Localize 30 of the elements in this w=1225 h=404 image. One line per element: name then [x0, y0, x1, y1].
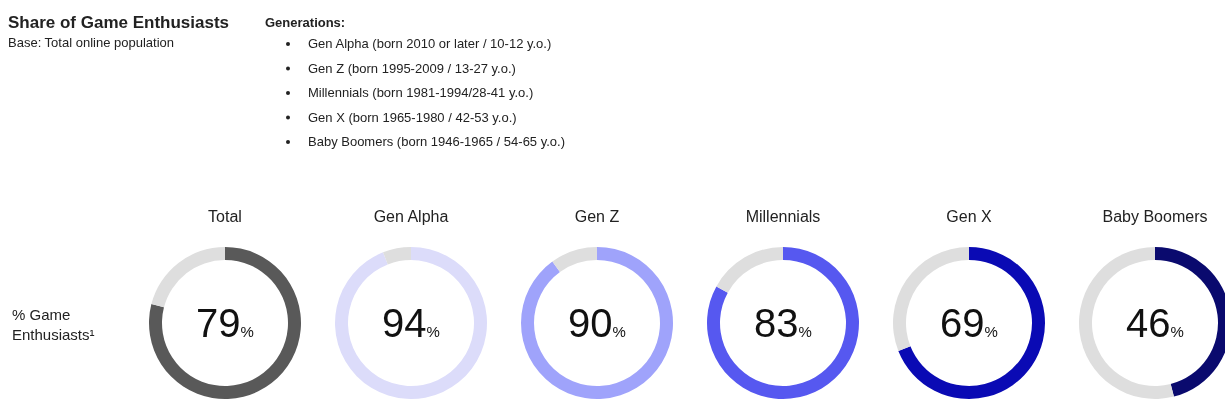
donut-slice — [707, 247, 859, 399]
donut-slice — [898, 247, 1045, 399]
text: 94% — [382, 301, 440, 345]
donut-slice — [383, 247, 411, 265]
donut-slice — [151, 247, 225, 308]
donut-slice — [149, 247, 301, 399]
text: 83% — [754, 301, 812, 345]
chart-title: Millennials — [745, 208, 821, 225]
donut-slice — [716, 247, 783, 293]
donut-slice — [521, 247, 673, 399]
chart-title: Baby Boomers — [1102, 208, 1208, 225]
text: Baby Boomers (born 1946-1965 / 54-65 y.o.) — [308, 134, 566, 149]
text: 90% — [568, 301, 626, 345]
donut-slice — [335, 247, 487, 399]
text: Gen Alpha (born 2010 or later / 10-12 y.o.) — [308, 36, 552, 51]
text: Base: Total online population — [8, 35, 174, 50]
text: 79% — [196, 301, 254, 345]
text: Gen Z (born 1995-2009 / 13-27 y.o.) — [308, 60, 516, 76]
chart-title: Gen Alpha — [373, 208, 449, 225]
chart-title: Total — [208, 208, 242, 225]
donut-slice — [552, 247, 597, 273]
text: Generations: — [265, 15, 346, 30]
text: % Game Enthusiasts¹ — [12, 306, 95, 343]
text: Millennials (born 1981-1994/28-41 y.o.) — [308, 85, 534, 100]
text: Gen X (born 1965-1980 / 42-53 y.o.) — [308, 109, 517, 125]
text: 46% — [1126, 301, 1184, 345]
text: Share of Game Enthusiasts — [8, 13, 230, 32]
chart-title: Gen X — [946, 208, 993, 225]
chart-title: Gen Z — [574, 208, 620, 225]
text: 69% — [940, 301, 998, 345]
